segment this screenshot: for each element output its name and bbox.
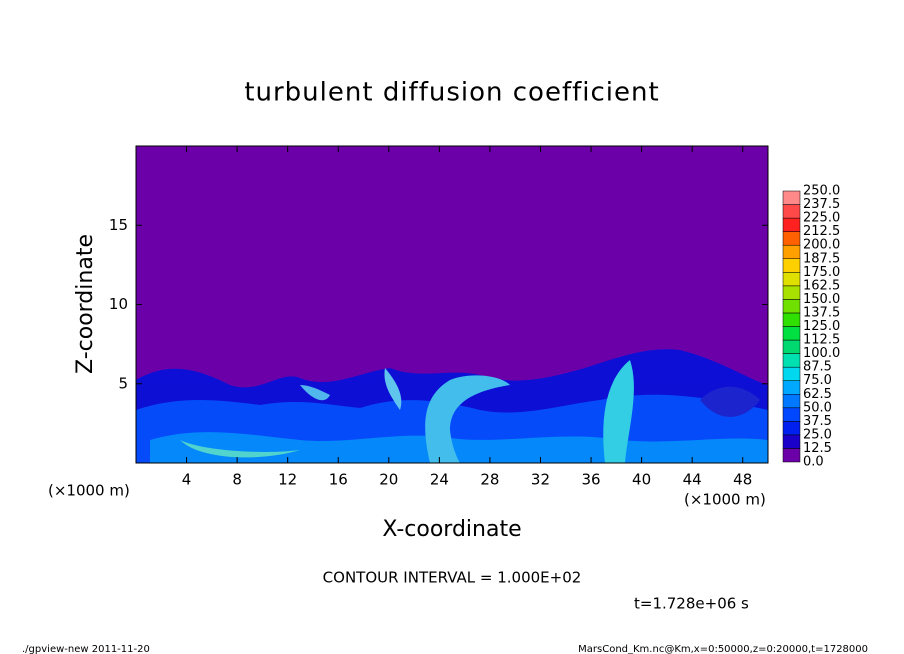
colorbar-band	[782, 380, 801, 395]
colorbar-label: 125.0	[803, 319, 840, 334]
colorbar-label: 137.5	[803, 305, 840, 320]
colorbar-label: 37.5	[803, 414, 832, 429]
x-tick-label: 32	[531, 471, 550, 489]
colorbar-label: 25.0	[803, 427, 832, 442]
colorbar-label: 225.0	[803, 211, 840, 226]
colorbar-band	[782, 448, 801, 463]
turbulence-field	[136, 349, 768, 463]
colorbar-band	[782, 299, 801, 314]
x-tick-label: 4	[182, 471, 192, 489]
x-tick-label: 16	[329, 471, 348, 489]
footer-right: MarsCond_Km.nc@Km,x=0:50000,z=0:20000,t=…	[578, 644, 868, 654]
colorbar-band	[782, 285, 801, 300]
y-tick-label: 10	[109, 295, 128, 313]
colorbar-band	[782, 204, 801, 219]
colorbar-label: 250.0	[803, 184, 840, 199]
colorbar-label: 112.5	[803, 333, 840, 348]
colorbar-band	[782, 244, 801, 259]
x-unit-label: (×1000 m)	[48, 482, 130, 500]
colorbar-label: 100.0	[803, 346, 840, 361]
colorbar-label: 212.5	[803, 224, 840, 239]
colorbar-label: 200.0	[803, 238, 840, 253]
colorbar-band	[782, 407, 801, 422]
x-tick-label: 40	[632, 471, 651, 489]
y-tick-label: 15	[109, 216, 128, 234]
colorbar-band	[782, 217, 801, 232]
colorbar-band	[782, 339, 801, 354]
colorbar-band	[782, 421, 801, 436]
footer-left: ./gpview-new 2011-11-20	[22, 644, 150, 654]
colorbar-band	[782, 231, 801, 246]
colorbar-label: 12.5	[803, 441, 832, 456]
colorbar-band	[782, 312, 801, 327]
colorbar-band	[782, 272, 801, 287]
colorbar-label: 87.5	[803, 360, 832, 375]
colorbar-label: 187.5	[803, 251, 840, 266]
colorbar-label: 150.0	[803, 292, 840, 307]
x-tick-label: 36	[581, 471, 600, 489]
colorbar-band	[782, 258, 801, 273]
colorbar-band	[782, 434, 801, 449]
x-unit-label: (×1000 m)	[684, 491, 766, 509]
x-tick-label: 8	[232, 471, 242, 489]
x-tick-label: 48	[733, 471, 752, 489]
chart-title: turbulent diffusion coefficient	[244, 78, 659, 108]
x-tick-label: 24	[430, 471, 449, 489]
colorbar-label: 50.0	[803, 400, 832, 415]
colorbar-band	[782, 366, 801, 381]
colorbar-label: 237.5	[803, 197, 840, 212]
colorbar-label: 75.0	[803, 373, 832, 388]
x-tick-label: 28	[480, 471, 499, 489]
colorbar-band	[782, 326, 801, 341]
colorbar-label: 175.0	[803, 265, 840, 280]
colorbar-band	[782, 190, 801, 205]
x-tick-label: 20	[379, 471, 398, 489]
colorbar-band	[782, 353, 801, 368]
x-axis-label: X-coordinate	[382, 517, 521, 542]
y-axis-label: Z-coordinate	[73, 234, 98, 374]
colorbar-label: 62.5	[803, 387, 832, 402]
x-tick-label: 44	[683, 471, 702, 489]
colorbar-band	[782, 394, 801, 409]
colorbar-label: 162.5	[803, 278, 840, 293]
contour-interval: CONTOUR INTERVAL = 1.000E+02	[323, 569, 582, 587]
time-label: t=1.728e+06 s	[634, 595, 749, 613]
x-tick-label: 12	[278, 471, 297, 489]
y-tick-label: 5	[118, 374, 128, 392]
colorbar-label: 0.0	[803, 455, 824, 470]
